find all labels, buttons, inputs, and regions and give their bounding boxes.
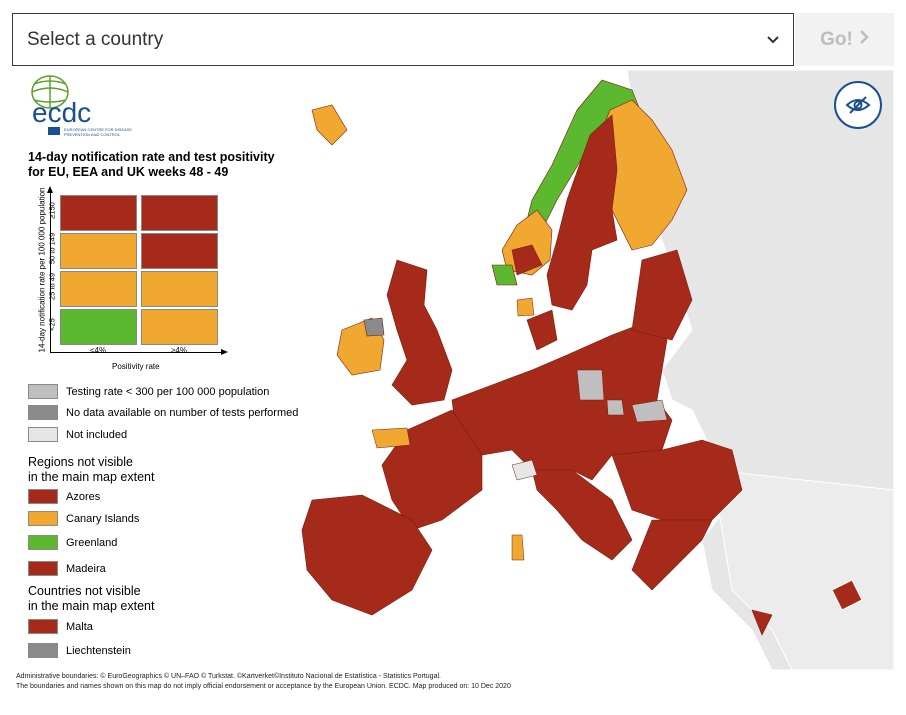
y-tick: 25 to 49 [47, 272, 57, 301]
scandinavia [311, 79, 688, 311]
regions-heading: Regions not visible in the main map exte… [28, 455, 154, 485]
matrix-cell [60, 195, 137, 231]
matrix-cell [60, 309, 137, 345]
legend-label: Testing rate < 300 per 100 000 populatio… [66, 385, 270, 398]
go-button-label: Go! [820, 28, 853, 50]
legend-swatch [28, 384, 58, 399]
legend-item-not-included: Not included [28, 427, 127, 442]
country-select[interactable]: Select a country [12, 13, 794, 66]
attribution-line-1: Administrative boundaries: © EuroGeograp… [16, 673, 441, 680]
legend-swatch [28, 405, 58, 420]
countries-heading-line-2: in the main map extent [28, 599, 155, 613]
legend-label: Greenland [66, 536, 118, 549]
highlight-regions [371, 297, 668, 561]
legend-label: Madeira [66, 562, 106, 575]
continental-eu [301, 249, 773, 636]
x-tick: <4% [89, 346, 107, 355]
matrix-cell [141, 271, 218, 307]
legend-label: Azores [66, 490, 101, 503]
x-axis-arrow [50, 348, 228, 355]
legend-label: Canary Islands [66, 512, 140, 525]
europe-map[interactable] [12, 70, 894, 670]
matrix-cell [60, 271, 137, 307]
legend-item-azores: Azores [28, 489, 100, 504]
legend-label: Liechtenstein [66, 644, 131, 657]
regions-heading-line-2: in the main map extent [28, 470, 155, 484]
chevron-down-icon [753, 35, 793, 45]
logo-org-name: EUROPEAN CENTRE FOR DISEASE PREVENTION A… [64, 127, 133, 137]
countries-heading-line-1: Countries not visible [28, 584, 141, 598]
matrix-cell [141, 309, 218, 345]
logo-wordmark: ecdc [32, 97, 91, 128]
legend-title-line-2: for EU, EEA and UK weeks 48 - 49 [28, 165, 229, 179]
y-axis-label: 14-day notification rate per 100 000 pop… [37, 187, 47, 353]
y-tick: <25 [47, 318, 57, 331]
legend-swatch [28, 561, 58, 576]
legend-title-line-1: 14-day notification rate and test positi… [28, 150, 275, 164]
legend-item-liechtenstein: Liechtenstein [28, 643, 131, 658]
ecdc-logo: ecdc [28, 72, 138, 148]
legend-swatch [28, 511, 58, 526]
chevron-right-icon [859, 29, 869, 51]
europe-map-canvas [301, 70, 894, 670]
legend-item-malta: Malta [28, 619, 93, 634]
regions-heading-line-1: Regions not visible [28, 455, 133, 469]
legend-swatch [28, 489, 58, 504]
legend-title: 14-day notification rate and test positi… [28, 150, 328, 180]
legend-label: Not included [66, 428, 128, 441]
legend-swatch [28, 427, 58, 442]
country-select-placeholder: Select a country [27, 28, 164, 50]
legend-label: No data available on number of tests per… [66, 406, 299, 419]
legend-item-greenland: Greenland [28, 535, 117, 550]
matrix-cell [60, 233, 137, 269]
eye-slash-icon [845, 96, 871, 114]
legend-label: Malta [66, 620, 93, 633]
matrix-cell [141, 233, 218, 269]
legend-swatch [28, 643, 58, 658]
legend-swatch [28, 535, 58, 550]
x-tick: ≥4% [171, 346, 187, 355]
matrix-cell [141, 195, 218, 231]
y-tick: 50 to 149 [47, 232, 57, 265]
hide-legend-button[interactable] [834, 81, 882, 129]
y-tick: ≥150 [47, 202, 57, 219]
uk-ireland [336, 259, 453, 406]
y-axis-arrow [47, 186, 53, 352]
map-attribution: Administrative boundaries: © EuroGeograp… [16, 672, 511, 692]
legend-item-canary-islands: Canary Islands [28, 511, 139, 526]
go-button[interactable]: Go! [795, 13, 894, 66]
legend-item-no-data: No data available on number of tests per… [28, 405, 298, 420]
attribution-line-2: The boundaries and names shown on this m… [16, 683, 511, 690]
legend-item-madeira: Madeira [28, 561, 106, 576]
x-axis-label: Positivity rate [112, 362, 160, 371]
legend-item-low-testing: Testing rate < 300 per 100 000 populatio… [28, 384, 269, 399]
countries-heading: Countries not visible in the main map ex… [28, 584, 154, 614]
legend-swatch [28, 619, 58, 634]
